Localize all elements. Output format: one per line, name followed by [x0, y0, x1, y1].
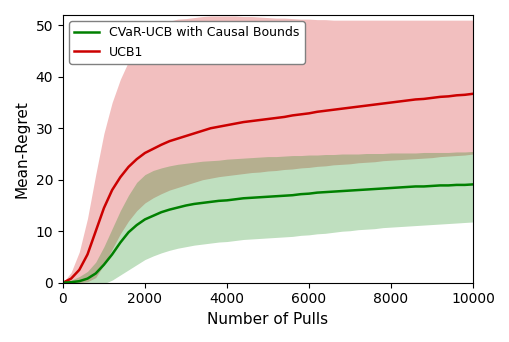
CVaR-UCB with Causal Bounds [461, 183, 467, 187]
Line: UCB1: UCB1 [63, 94, 472, 283]
CVaR-UCB with Causal Bounds [469, 182, 475, 186]
UCB1 [461, 93, 467, 97]
UCB1 [354, 105, 360, 109]
CVaR-UCB with Causal Bounds [60, 281, 66, 285]
UCB1 [330, 108, 336, 112]
UCB1 [191, 131, 197, 135]
UCB1 [469, 92, 475, 96]
Line: CVaR-UCB with Causal Bounds: CVaR-UCB with Causal Bounds [63, 184, 472, 283]
Y-axis label: Mean-Regret: Mean-Regret [15, 100, 30, 198]
UCB1 [183, 134, 189, 138]
CVaR-UCB with Causal Bounds [183, 203, 189, 208]
UCB1 [150, 147, 156, 151]
CVaR-UCB with Causal Bounds [191, 202, 197, 206]
CVaR-UCB with Causal Bounds [150, 214, 156, 218]
CVaR-UCB with Causal Bounds [330, 189, 336, 194]
CVaR-UCB with Causal Bounds [354, 188, 360, 192]
UCB1 [60, 281, 66, 285]
Legend: CVaR-UCB with Causal Bounds, UCB1: CVaR-UCB with Causal Bounds, UCB1 [69, 21, 304, 64]
X-axis label: Number of Pulls: Number of Pulls [207, 312, 328, 327]
